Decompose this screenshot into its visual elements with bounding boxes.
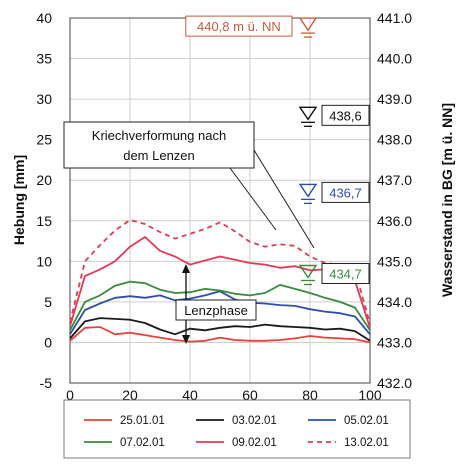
- water-level-triangle: [298, 183, 318, 198]
- legend-label: 09.02.01: [232, 437, 277, 449]
- series-line-25.01.01: [69, 326, 371, 344]
- legend-label: 03.02.01: [232, 415, 277, 427]
- lenzphase-arrow-head-up: [182, 264, 190, 273]
- creep-annotation-box: [63, 121, 255, 169]
- series-line-07.02.01: [69, 280, 371, 331]
- lenzphase-label-box: [175, 299, 257, 321]
- series-group: [69, 219, 371, 344]
- y2-tick-label: 435.0: [377, 253, 412, 269]
- series-line-13.02.01: [69, 219, 371, 325]
- y-axis-title: Hebung [mm]: [11, 155, 27, 245]
- axis-tick-labels: -5 0 5 10 15 20 25 30 35 40 432.0 433.0 434.0 435.0 43…: [36, 10, 412, 403]
- x-tick-label: 20: [122, 387, 138, 403]
- water-level-label-box: [321, 181, 370, 203]
- y2-axis-title: Wasserstand in BG [m ü. NN]: [439, 103, 455, 297]
- water-level-label: 436,7: [329, 185, 362, 200]
- water-level-label-box: [321, 263, 370, 284]
- water-level-label: 434,7: [329, 267, 362, 282]
- creep-leader-line-2: [253, 149, 315, 249]
- water-level-label-box: [321, 104, 370, 126]
- y-tick-label: -5: [40, 375, 53, 391]
- y2-tick-label: 438.0: [377, 132, 412, 148]
- water-level-marker: 440,8 m ü. NN: [185, 15, 318, 38]
- y2-tick-label: 437.0: [377, 172, 412, 188]
- legend-label: 05.02.01: [344, 415, 389, 427]
- y-tick-label: 25: [36, 132, 52, 148]
- water-level-label-box: [185, 15, 293, 37]
- series-line-09.02.01: [69, 236, 371, 329]
- y2-tick-label: 439.0: [377, 91, 412, 107]
- y-tick-label: 40: [36, 10, 52, 26]
- legend: 25.01.01 03.02.01 05.02.01 07.02.01 09.02.01…: [63, 399, 411, 459]
- y2-tick-label: 433.0: [377, 334, 412, 350]
- lenzphase-label: Lenzphase: [184, 303, 248, 318]
- y-tick-label: 0: [44, 334, 52, 350]
- water-level-triangle: [298, 264, 318, 279]
- y-tick-label: 15: [36, 213, 52, 229]
- y-tick-label: 35: [36, 51, 52, 67]
- creep-annotation: Kriechverformung nach dem Lenzen: [63, 121, 315, 249]
- x-tick-label: 100: [358, 387, 382, 403]
- x-tick-label: 40: [182, 387, 198, 403]
- y2-tick-label: 441.0: [377, 10, 412, 26]
- water-level-markers: 440,8 m ü. NN 438,6 436,7 434,7: [185, 15, 370, 286]
- legend-box: [63, 399, 411, 459]
- water-level-marker: 436,7: [298, 181, 370, 205]
- y-tick-label: 5: [44, 294, 52, 310]
- x-tick-label: 80: [302, 387, 318, 403]
- creep-annotation-line-2: dem Lenzen: [123, 148, 195, 163]
- lenzphase-arrow-head-down: [182, 335, 190, 344]
- water-level-triangle: [298, 106, 318, 121]
- water-level-label: 438,6: [329, 108, 362, 123]
- water-level-label: 440,8 m ü. NN: [197, 19, 281, 34]
- lenzphase-annotation: Lenzphase: [175, 264, 257, 344]
- water-level-triangle: [298, 17, 318, 32]
- x-tick-label: 0: [66, 387, 74, 403]
- y2-tick-label: 436.0: [377, 213, 412, 229]
- y-tick-label: 20: [36, 172, 52, 188]
- y2-tick-label: 440.0: [377, 51, 412, 67]
- legend-label: 25.01.01: [120, 415, 165, 427]
- y2-tick-label: 432.0: [377, 375, 412, 391]
- water-level-marker: 434,7: [298, 263, 370, 286]
- water-level-marker: 438,6: [298, 104, 370, 127]
- creep-annotation-line-1: Kriechverformung nach: [92, 128, 226, 143]
- y-tick-label: 30: [36, 91, 52, 107]
- y2-tick-label: 434.0: [377, 294, 412, 310]
- series-line-03.02.01: [69, 317, 371, 342]
- legend-label: 13.02.01: [344, 437, 389, 449]
- legend-label: 07.02.01: [120, 437, 165, 449]
- creep-leader-line: [229, 167, 277, 231]
- x-tick-label: 60: [242, 387, 258, 403]
- y-tick-label: 10: [36, 253, 52, 269]
